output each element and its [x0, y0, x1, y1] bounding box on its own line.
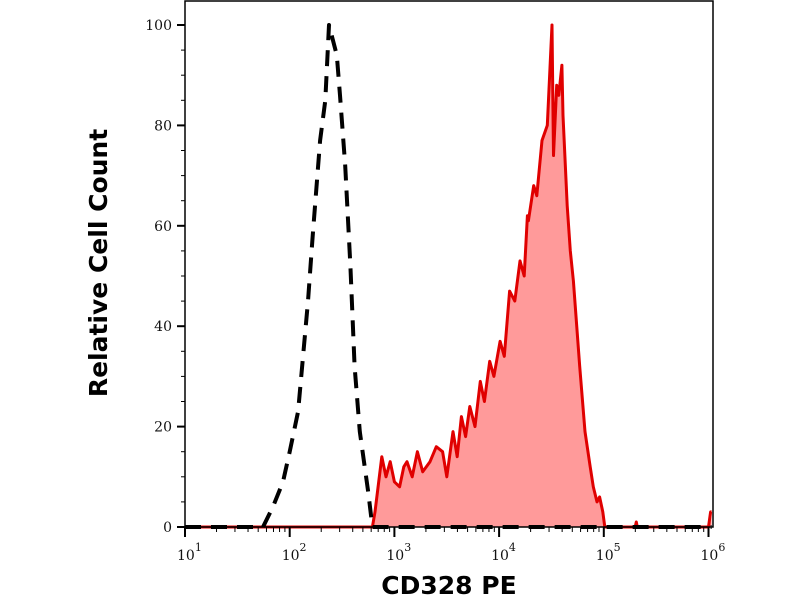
y-axis: 0 20 40 60 80 100	[145, 18, 185, 536]
y-tick-label: 0	[163, 520, 172, 536]
x-tick-label: 103	[386, 541, 411, 564]
series-layer	[185, 23, 713, 529]
series-line-0	[185, 23, 712, 529]
y-tick-label: 100	[145, 18, 172, 34]
series-fill-1	[185, 25, 712, 527]
y-tick-label: 40	[154, 319, 172, 335]
x-tick-base: 10	[596, 548, 614, 564]
x-tick-base: 10	[282, 548, 300, 564]
x-tick-base: 10	[386, 548, 404, 564]
x-axis-title: CD328 PE	[381, 571, 516, 600]
x-tick-base: 10	[491, 548, 509, 564]
x-tick-base: 10	[701, 548, 719, 564]
x-tick-exponent: 6	[718, 541, 725, 554]
x-tick-base: 10	[177, 548, 195, 564]
y-axis-title: Relative Cell Count	[84, 129, 113, 397]
x-tick-exponent: 5	[614, 541, 621, 554]
x-tick-exponent: 2	[300, 541, 307, 554]
series-line-1	[185, 23, 713, 529]
x-tick-exponent: 4	[509, 541, 516, 554]
y-tick-label: 60	[154, 219, 172, 235]
x-tick-exponent: 1	[195, 541, 202, 554]
x-tick-label: 106	[701, 541, 726, 564]
x-tick-label: 102	[282, 541, 307, 564]
y-tick-label: 20	[154, 420, 172, 436]
x-tick-label: 105	[596, 541, 621, 564]
y-tick-label: 80	[154, 118, 172, 134]
x-tick-exponent: 3	[404, 541, 411, 554]
x-tick-label: 101	[177, 541, 202, 564]
x-tick-label: 104	[491, 541, 516, 564]
plot-frame	[184, 0, 714, 528]
